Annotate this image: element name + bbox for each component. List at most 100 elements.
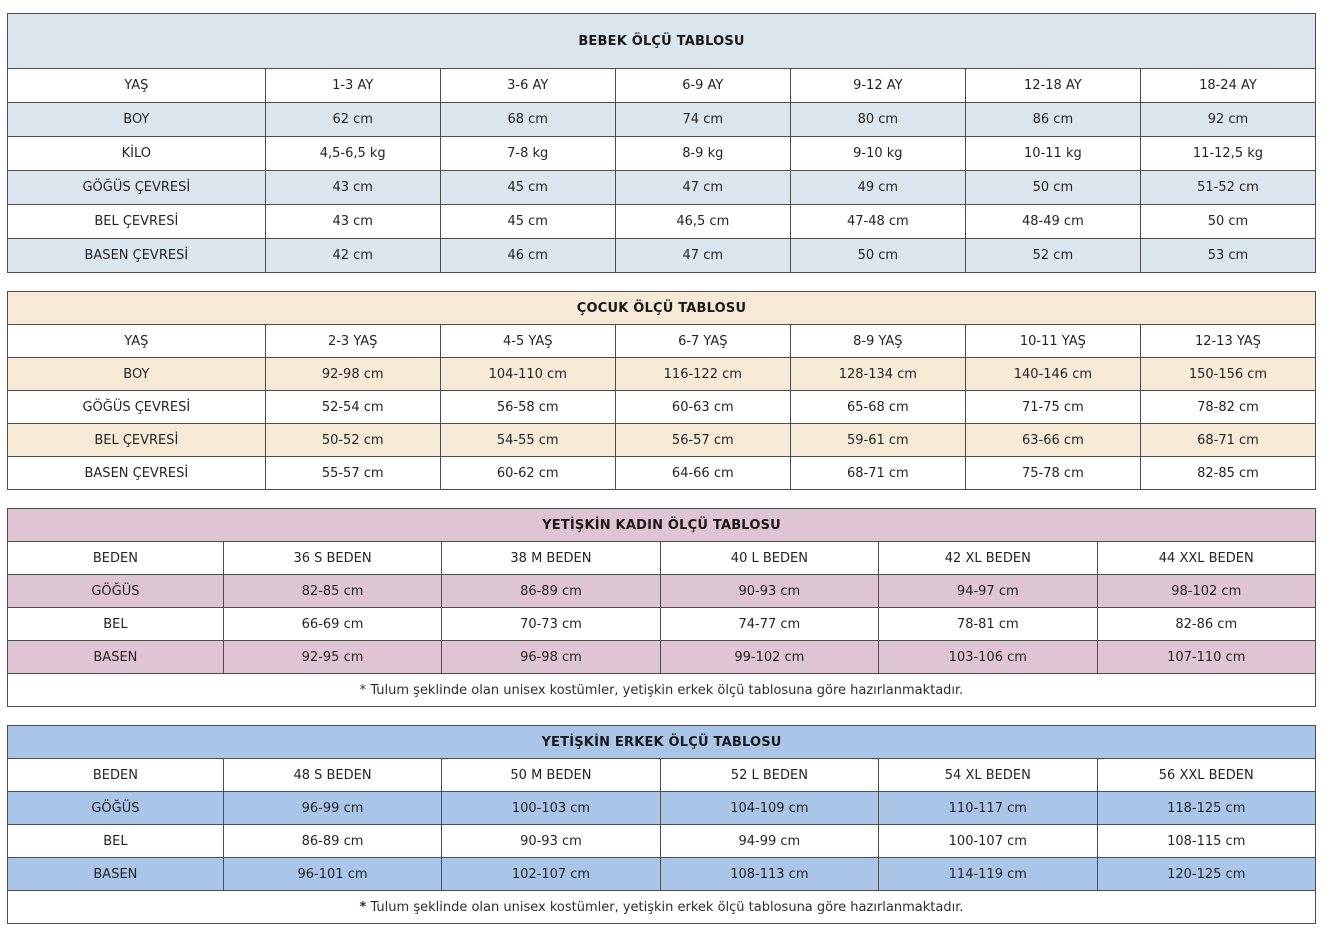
column-header: 6-9 AY (614, 68, 791, 103)
table-cell: 49 cm (789, 170, 966, 205)
table-cell: 66-69 cm (222, 607, 443, 641)
row-label: YAŞ (7, 68, 266, 103)
table-row: KİLO 4,5-6,5 kg 7-8 kg 8-9 kg 9-10 kg 10-11 k… (7, 136, 1317, 171)
row-label: BOY (7, 357, 266, 391)
table-cell: 42 cm (264, 238, 441, 273)
table-cell: 68-71 cm (789, 456, 966, 490)
table-cell: 104-110 cm (439, 357, 616, 391)
column-header: 6-7 YAŞ (614, 324, 791, 358)
table-cell: 68-71 cm (1139, 423, 1317, 457)
table-cell: 104-109 cm (659, 791, 880, 825)
table-cell: 90-93 cm (441, 824, 661, 858)
column-header: 9-12 AY (789, 68, 966, 103)
table-cell: 46,5 cm (614, 204, 791, 239)
table-cell: 65-68 cm (789, 390, 966, 424)
row-label: BASEN (7, 640, 224, 674)
table-cell: 56-57 cm (614, 423, 791, 457)
row-label: BEDEN (7, 541, 224, 575)
bebek-olcu-tablosu: BEBEK ÖLÇÜ TABLOSU YAŞ 1-3 AY 3-6 AY 6-9 AY 9… (7, 13, 1317, 273)
table-cell: 60-63 cm (614, 390, 791, 424)
table-cell: 64-66 cm (614, 456, 791, 490)
table-cell: 86-89 cm (222, 824, 443, 858)
table-cell: 75-78 cm (964, 456, 1141, 490)
table-cell: 50 cm (1139, 204, 1317, 239)
table-cell: 94-97 cm (878, 574, 1098, 608)
table-title-row: YETİŞKİN KADIN ÖLÇÜ TABLOSU (7, 508, 1316, 542)
column-header: 40 L BEDEN (659, 541, 880, 575)
row-label: GÖĞÜS (7, 574, 224, 608)
column-header: 12-13 YAŞ (1139, 324, 1317, 358)
table-cell: 82-85 cm (1139, 456, 1317, 490)
table-title-row: ÇOCUK ÖLÇÜ TABLOSU (7, 291, 1316, 325)
row-label: GÖĞÜS ÇEVRESİ (7, 390, 266, 424)
table-row: GÖĞÜS ÇEVRESİ 43 cm 45 cm 47 cm 49 cm 50 cm 51… (7, 170, 1317, 205)
table-cell: 51-52 cm (1139, 170, 1317, 205)
header-row: BEDEN 36 S BEDEN 38 M BEDEN 40 L BEDEN 42 XL… (7, 541, 1316, 575)
table-cell: 43 cm (264, 204, 441, 239)
header-row: YAŞ 2-3 YAŞ 4-5 YAŞ 6-7 YAŞ 8-9 YAŞ 10-11 YAŞ… (7, 324, 1317, 358)
table-cell: 128-134 cm (789, 357, 966, 391)
table-cell: 86-89 cm (441, 574, 661, 608)
table-cell: 90-93 cm (659, 574, 880, 608)
table-row: GÖĞÜS ÇEVRESİ 52-54 cm 56-58 cm 60-63 cm 65-… (7, 390, 1317, 424)
table-cell: 48-49 cm (964, 204, 1141, 239)
column-header: 54 XL BEDEN (878, 758, 1098, 792)
yetiskin-erkek-olcu-tablosu: YETİŞKİN ERKEK ÖLÇÜ TABLOSU BEDEN 48 S BED… (7, 725, 1316, 924)
table-cell: 11-12,5 kg (1139, 136, 1317, 171)
table-cell: 114-119 cm (878, 857, 1098, 891)
column-header: 50 M BEDEN (441, 758, 661, 792)
column-header: 52 L BEDEN (659, 758, 880, 792)
row-label: YAŞ (7, 324, 266, 358)
table-cell: 92 cm (1139, 102, 1317, 137)
table-cell: 47 cm (614, 170, 791, 205)
row-label: BEL (7, 607, 224, 641)
column-header: 3-6 AY (439, 68, 616, 103)
table-row: BEL ÇEVRESİ 50-52 cm 54-55 cm 56-57 cm 59-61… (7, 423, 1317, 457)
table-cell: 43 cm (264, 170, 441, 205)
table-cell: 100-107 cm (878, 824, 1098, 858)
table-cell: 118-125 cm (1096, 791, 1316, 825)
table-cell: 9-10 kg (789, 136, 966, 171)
table-cell: 74-77 cm (659, 607, 880, 641)
row-label: BEL ÇEVRESİ (7, 423, 266, 457)
table-cell: 108-113 cm (659, 857, 880, 891)
row-label: BASEN ÇEVRESİ (7, 238, 266, 273)
table-cell: 10-11 kg (964, 136, 1141, 171)
table-row: BEL 86-89 cm 90-93 cm 94-99 cm 100-107 cm 108… (7, 824, 1316, 858)
table-row: BASEN 96-101 cm 102-107 cm 108-113 cm 114-11… (7, 857, 1316, 891)
table-cell: 110-117 cm (878, 791, 1098, 825)
footnote: * Tulum şeklinde olan unisex kostümler, … (7, 890, 1316, 924)
column-header: 18-24 AY (1139, 68, 1317, 103)
cocuk-olcu-tablosu: ÇOCUK ÖLÇÜ TABLOSU YAŞ 2-3 YAŞ 4-5 YAŞ 6-7 Y… (7, 291, 1317, 490)
table-cell: 62 cm (264, 102, 441, 137)
table-cell: 53 cm (1139, 238, 1317, 273)
table-cell: 47 cm (614, 238, 791, 273)
yetiskin-kadin-olcu-tablosu: YETİŞKİN KADIN ÖLÇÜ TABLOSU BEDEN 36 S BED… (7, 508, 1316, 707)
table-cell: 50 cm (789, 238, 966, 273)
table-cell: 52 cm (964, 238, 1141, 273)
table-cell: 82-85 cm (222, 574, 443, 608)
table-title: YETİŞKİN KADIN ÖLÇÜ TABLOSU (7, 508, 1316, 542)
table-cell: 96-98 cm (441, 640, 661, 674)
table-cell: 98-102 cm (1096, 574, 1316, 608)
table-cell: 63-66 cm (964, 423, 1141, 457)
row-label: BASEN (7, 857, 224, 891)
header-row: YAŞ 1-3 AY 3-6 AY 6-9 AY 9-12 AY 12-18 AY 18-2… (7, 68, 1317, 103)
footnote-text: Tulum şeklinde olan unisex kostümler, ye… (370, 682, 964, 698)
table-row: BOY 92-98 cm 104-110 cm 116-122 cm 128-134 c… (7, 357, 1317, 391)
table-title: BEBEK ÖLÇÜ TABLOSU (7, 13, 1316, 69)
column-header: 2-3 YAŞ (264, 324, 441, 358)
table-cell: 86 cm (964, 102, 1141, 137)
table-cell: 52-54 cm (264, 390, 441, 424)
column-header: 44 XXL BEDEN (1096, 541, 1316, 575)
footnote-marker: * (359, 899, 367, 915)
table-cell: 4,5-6,5 kg (264, 136, 441, 171)
table-cell: 140-146 cm (964, 357, 1141, 391)
table-cell: 55-57 cm (264, 456, 441, 490)
table-row: BASEN ÇEVRESİ 42 cm 46 cm 47 cm 50 cm 52 cm 53… (7, 238, 1317, 273)
footnote-marker: * (359, 682, 367, 698)
column-header: 36 S BEDEN (222, 541, 443, 575)
table-row: BASEN ÇEVRESİ 55-57 cm 60-62 cm 64-66 cm 68-… (7, 456, 1317, 490)
table-cell: 82-86 cm (1096, 607, 1316, 641)
